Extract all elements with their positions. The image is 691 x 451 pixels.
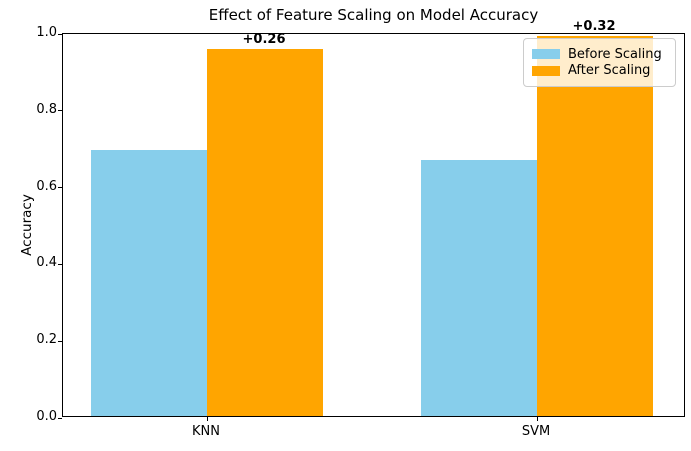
bar-after-scaling-knn [207, 48, 323, 416]
x-tick-label-knn: KNN [192, 424, 220, 439]
x-tick-label-svm: SVM [521, 424, 551, 439]
bar-after-scaling-svm [537, 36, 653, 416]
legend-item-after-scaling: After Scaling [532, 63, 667, 78]
legend-label-before-scaling: Before Scaling [568, 46, 662, 62]
legend-swatch-before-scaling [532, 49, 560, 60]
bar-annotation-knn: +0.26 [242, 31, 286, 47]
y-tick-label: 1.0 [36, 25, 57, 40]
y-tick-mark [58, 340, 62, 342]
y-tick-label: 0.8 [36, 101, 57, 117]
x-tick-mark [537, 417, 538, 421]
y-axis-label: Accuracy [19, 194, 35, 256]
y-tick-mark [58, 33, 62, 35]
y-tick-mark [58, 187, 62, 189]
y-tick-label: 0.0 [36, 409, 57, 424]
y-tick-label: 0.4 [36, 255, 57, 271]
legend-swatch-after-scaling [532, 65, 560, 76]
y-tick-mark [58, 110, 62, 112]
x-tick-mark [207, 417, 208, 421]
bar-before-scaling-knn [91, 149, 207, 416]
y-tick-label: 0.6 [36, 178, 57, 194]
bar-annotation-svm: +0.32 [572, 19, 616, 35]
legend-item-before-scaling: Before Scaling [532, 47, 667, 62]
y-tick-label: 0.2 [36, 332, 57, 348]
legend-label-after-scaling: After Scaling [568, 63, 651, 79]
plot-area [58, 33, 685, 421]
bar-before-scaling-svm [421, 159, 537, 416]
legend: Before Scaling After Scaling [523, 38, 676, 87]
chart-title: Effect of Feature Scaling on Model Accur… [208, 6, 539, 24]
y-tick-mark [58, 417, 62, 419]
y-tick-mark [58, 263, 62, 265]
